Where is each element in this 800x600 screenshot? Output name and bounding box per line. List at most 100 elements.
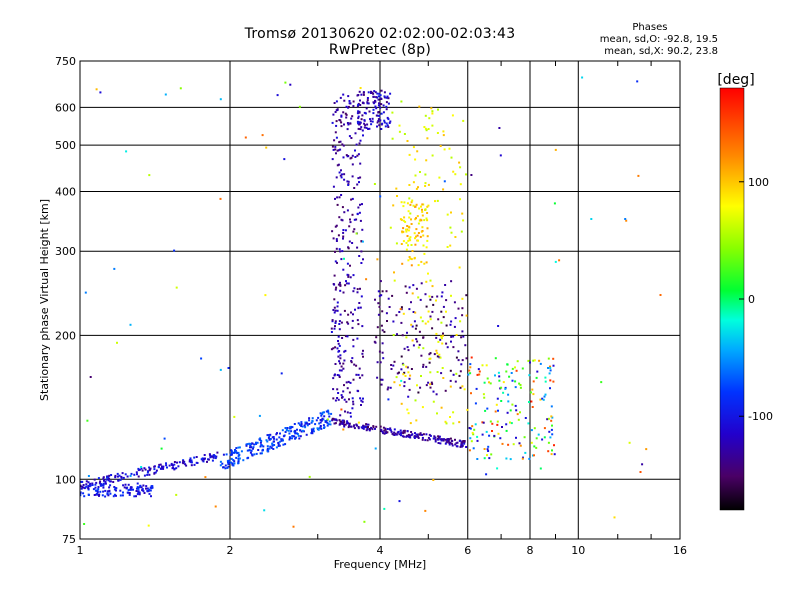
data-point	[417, 391, 420, 394]
data-point	[119, 494, 122, 497]
data-point	[515, 369, 518, 372]
data-point	[359, 203, 361, 206]
data-point	[469, 363, 472, 366]
data-point	[383, 95, 386, 98]
data-point	[451, 114, 454, 117]
data-point	[426, 227, 429, 230]
data-point	[401, 262, 404, 265]
data-point	[351, 154, 354, 157]
data-point	[400, 368, 403, 371]
data-point	[535, 376, 538, 379]
data-point	[310, 421, 313, 424]
data-point	[449, 385, 452, 388]
data-point	[400, 100, 403, 103]
data-point	[455, 334, 458, 336]
data-point	[469, 366, 472, 369]
data-point	[470, 356, 473, 359]
data-point	[357, 373, 360, 376]
data-point	[165, 462, 167, 465]
data-point	[215, 455, 218, 458]
data-point	[311, 430, 313, 433]
data-point	[97, 488, 100, 490]
data-point	[137, 469, 140, 472]
data-point	[311, 419, 314, 422]
data-point	[376, 361, 379, 364]
data-point	[292, 525, 295, 528]
data-point	[430, 381, 433, 384]
data-point	[421, 214, 424, 217]
data-point	[413, 232, 416, 235]
data-point	[358, 142, 361, 145]
data-point	[438, 356, 441, 359]
data-point	[148, 492, 151, 495]
data-point	[122, 484, 125, 487]
data-point	[382, 357, 385, 360]
data-point	[444, 284, 447, 286]
data-point	[119, 489, 122, 492]
data-point	[80, 494, 82, 497]
data-point	[547, 441, 550, 444]
data-point	[107, 479, 110, 482]
data-point	[424, 173, 427, 176]
data-point	[437, 108, 439, 111]
data-point	[102, 484, 105, 487]
data-point	[507, 393, 510, 396]
data-point	[342, 390, 345, 393]
data-point	[449, 441, 452, 444]
data-point	[346, 273, 349, 276]
data-point	[388, 306, 391, 308]
data-point	[441, 337, 443, 340]
data-point	[206, 460, 208, 463]
data-point	[102, 476, 105, 479]
data-point	[98, 494, 100, 497]
data-point	[335, 247, 338, 250]
data-point	[473, 428, 476, 431]
data-point	[346, 411, 349, 414]
data-point	[106, 490, 109, 493]
data-point	[148, 174, 151, 177]
data-point	[541, 438, 544, 441]
data-point	[341, 396, 344, 398]
data-point	[342, 144, 345, 147]
data-point	[581, 76, 584, 79]
data-point	[386, 116, 389, 119]
data-point	[379, 106, 382, 109]
data-point	[408, 153, 411, 156]
data-point	[428, 117, 431, 120]
data-point	[639, 471, 642, 473]
data-point	[227, 367, 230, 369]
data-point	[360, 118, 363, 121]
data-point	[172, 464, 174, 467]
data-point	[352, 313, 354, 316]
data-point	[332, 309, 335, 311]
data-point	[496, 420, 499, 423]
data-point	[340, 321, 343, 324]
data-point	[531, 388, 534, 391]
x-tick-label: 1	[77, 544, 84, 557]
data-point	[376, 121, 379, 124]
data-point	[331, 145, 334, 148]
data-point	[335, 120, 338, 123]
data-point	[159, 463, 162, 466]
data-point	[454, 380, 457, 383]
data-point	[355, 232, 358, 235]
data-point	[371, 428, 374, 431]
data-point	[550, 428, 553, 431]
data-point	[431, 383, 434, 385]
data-point	[283, 158, 286, 161]
data-point	[414, 218, 417, 221]
data-point	[246, 457, 249, 460]
data-point	[338, 376, 341, 378]
data-point	[371, 120, 374, 123]
data-point	[347, 282, 350, 285]
data-point	[443, 180, 446, 183]
data-point	[452, 335, 455, 338]
data-point	[373, 90, 376, 93]
data-point	[530, 429, 533, 432]
data-point	[366, 99, 369, 102]
data-point	[552, 380, 555, 383]
data-point	[261, 134, 264, 137]
data-point	[427, 310, 430, 313]
data-point	[345, 105, 348, 108]
